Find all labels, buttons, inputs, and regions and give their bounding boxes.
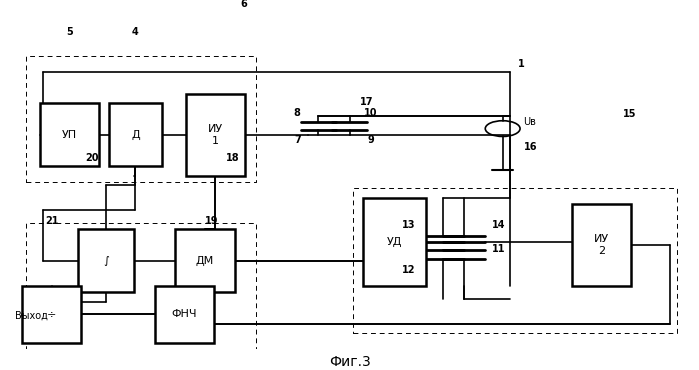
FancyBboxPatch shape — [109, 104, 161, 166]
Text: 7: 7 — [294, 135, 301, 145]
Text: 18: 18 — [226, 153, 240, 163]
Text: ∫: ∫ — [103, 256, 109, 266]
Text: 15: 15 — [623, 109, 637, 119]
Text: 17: 17 — [360, 97, 374, 107]
FancyBboxPatch shape — [40, 104, 99, 166]
Text: 13: 13 — [402, 220, 416, 230]
Text: Выход: Выход — [15, 311, 48, 321]
Text: ФНЧ: ФНЧ — [171, 309, 197, 319]
Text: 9: 9 — [367, 135, 374, 145]
Text: 12: 12 — [402, 265, 416, 275]
Text: Uв: Uв — [524, 117, 536, 127]
Text: 10: 10 — [363, 108, 377, 118]
Text: 21: 21 — [45, 216, 59, 226]
Text: 19: 19 — [206, 216, 219, 226]
Text: Фиг.3: Фиг.3 — [329, 355, 370, 369]
Text: ÷: ÷ — [47, 309, 57, 319]
FancyBboxPatch shape — [78, 229, 134, 292]
Text: 8: 8 — [294, 108, 301, 118]
FancyBboxPatch shape — [363, 198, 426, 286]
Text: 6: 6 — [240, 0, 247, 9]
FancyBboxPatch shape — [186, 94, 245, 176]
Text: ИУ
1: ИУ 1 — [208, 124, 223, 146]
Text: УП: УП — [62, 130, 77, 140]
Text: 5: 5 — [66, 27, 73, 37]
Text: 11: 11 — [492, 244, 505, 254]
FancyBboxPatch shape — [572, 204, 631, 286]
FancyBboxPatch shape — [154, 286, 214, 343]
Text: 1: 1 — [518, 59, 525, 69]
FancyBboxPatch shape — [22, 286, 82, 343]
Text: 14: 14 — [492, 220, 505, 230]
Text: УД: УД — [387, 237, 403, 247]
Text: 16: 16 — [524, 142, 537, 152]
Text: 20: 20 — [85, 153, 99, 163]
FancyBboxPatch shape — [175, 229, 235, 292]
Text: ДМ: ДМ — [196, 256, 214, 266]
Text: ИУ
2: ИУ 2 — [594, 234, 610, 256]
Text: 4: 4 — [132, 27, 139, 37]
Text: Д: Д — [131, 130, 140, 140]
